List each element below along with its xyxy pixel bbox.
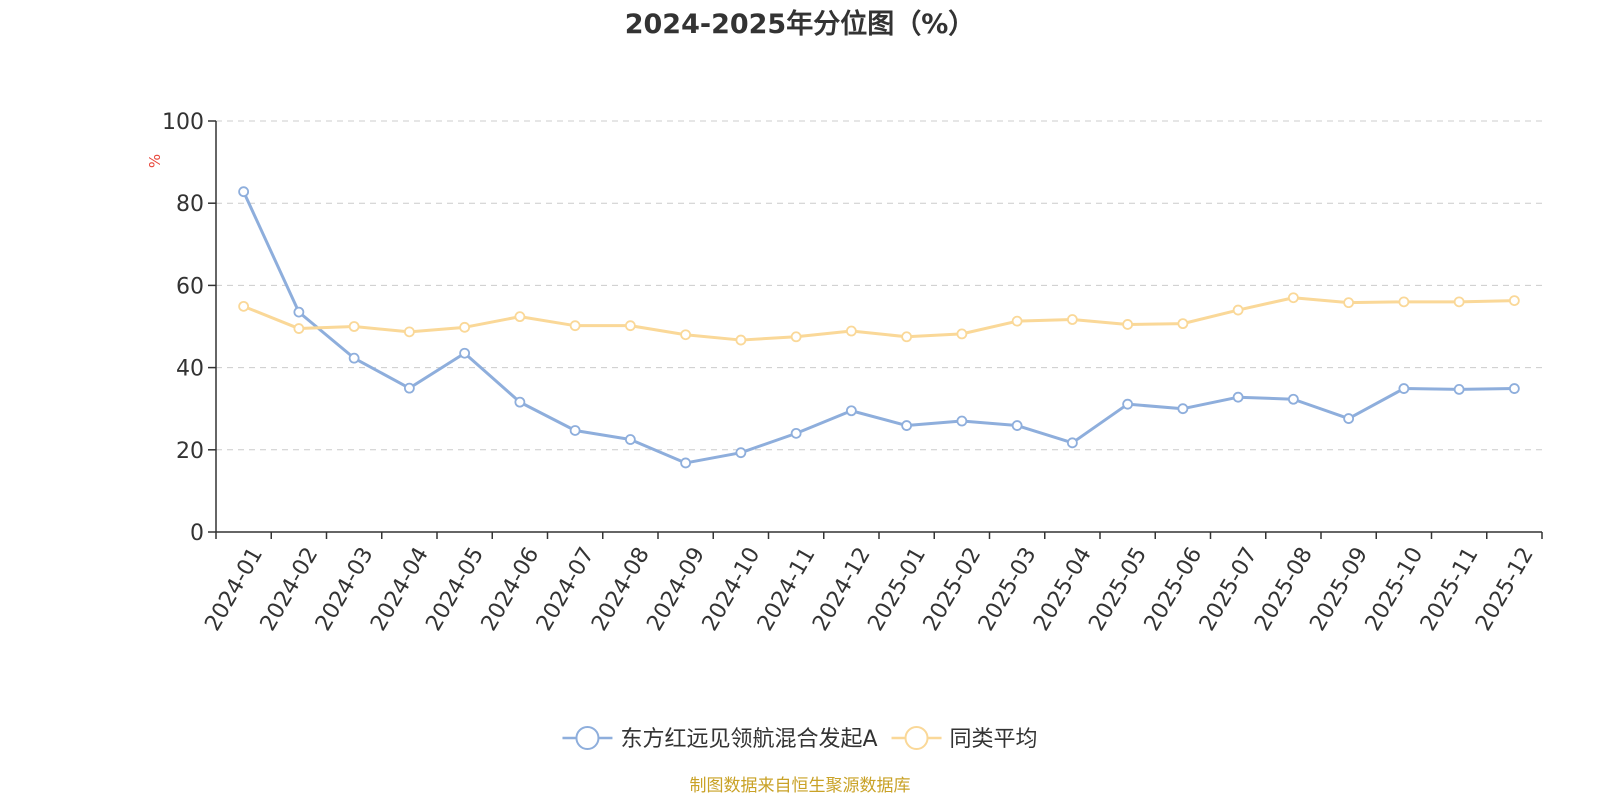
y-axis-label: % xyxy=(146,154,164,168)
data-point xyxy=(1232,391,1244,403)
data-point xyxy=(293,323,305,334)
data-point xyxy=(790,331,802,343)
data-point xyxy=(956,415,968,427)
y-tick-label: 40 xyxy=(176,357,204,382)
data-point xyxy=(1508,383,1520,394)
data-point xyxy=(238,300,250,312)
data-point xyxy=(403,382,415,394)
data-point xyxy=(569,320,581,332)
y-tick-label: 100 xyxy=(162,110,204,135)
data-point xyxy=(735,447,747,459)
series-line xyxy=(243,296,1515,342)
data-point xyxy=(569,425,581,436)
data-point xyxy=(1398,383,1410,394)
y-tick-label: 0 xyxy=(190,521,204,546)
data-point xyxy=(624,434,636,445)
series-lines xyxy=(238,186,1520,469)
data-point xyxy=(680,329,692,341)
data-point xyxy=(1232,304,1244,316)
data-point xyxy=(514,311,526,323)
data-point xyxy=(1177,318,1189,330)
data-point xyxy=(680,457,692,469)
data-point xyxy=(956,328,968,340)
data-point xyxy=(1122,319,1134,330)
y-tick-label: 20 xyxy=(176,439,204,464)
legend-label: 东方红远见领航混合发起A xyxy=(620,727,877,752)
legend[interactable]: 东方红远见领航混合发起A 同类平均 xyxy=(562,726,1038,752)
data-point xyxy=(459,347,471,359)
data-point xyxy=(1508,295,1520,307)
legend-item-0[interactable]: 东方红远见领航混合发起A xyxy=(562,726,878,752)
data-point xyxy=(348,352,360,364)
data-point xyxy=(293,306,305,318)
legend-label: 同类平均 xyxy=(950,727,1038,752)
data-point xyxy=(1287,292,1299,304)
data-point xyxy=(1066,437,1078,449)
chart-title: 2024-2025年分位图（%） xyxy=(625,8,976,40)
series-1 xyxy=(238,292,1520,346)
data-point xyxy=(845,405,857,417)
data-point xyxy=(1177,403,1189,415)
data-point xyxy=(348,321,360,332)
data-point xyxy=(901,420,913,431)
series-0 xyxy=(238,186,1520,469)
gridlines xyxy=(216,120,1542,451)
source-note: 制图数据来自恒生聚源数据库 xyxy=(690,776,911,796)
data-point xyxy=(514,396,526,408)
series-line xyxy=(242,191,1515,465)
legend-marker xyxy=(575,726,600,750)
data-point xyxy=(1287,393,1299,405)
data-point xyxy=(1011,315,1023,327)
data-point xyxy=(1453,296,1465,308)
legend-item-1[interactable]: 同类平均 xyxy=(891,726,1038,752)
data-point xyxy=(845,325,857,337)
data-point xyxy=(1011,420,1023,431)
y-tick-label: 60 xyxy=(176,274,204,299)
data-point xyxy=(238,186,250,198)
data-point xyxy=(403,326,415,338)
data-point xyxy=(735,334,747,346)
data-point xyxy=(1453,383,1465,395)
data-point xyxy=(1122,398,1134,410)
y-tick-label: 80 xyxy=(176,192,204,217)
data-point xyxy=(790,427,802,439)
data-point xyxy=(1343,297,1355,309)
legend-marker xyxy=(904,726,929,750)
data-point xyxy=(459,321,471,333)
data-point xyxy=(1066,314,1078,325)
data-point xyxy=(901,331,913,343)
data-point xyxy=(624,320,636,332)
data-point xyxy=(1398,296,1410,308)
axes: 0204060801002024-012024-022024-032024-04… xyxy=(162,110,1543,635)
data-point xyxy=(1343,413,1355,424)
